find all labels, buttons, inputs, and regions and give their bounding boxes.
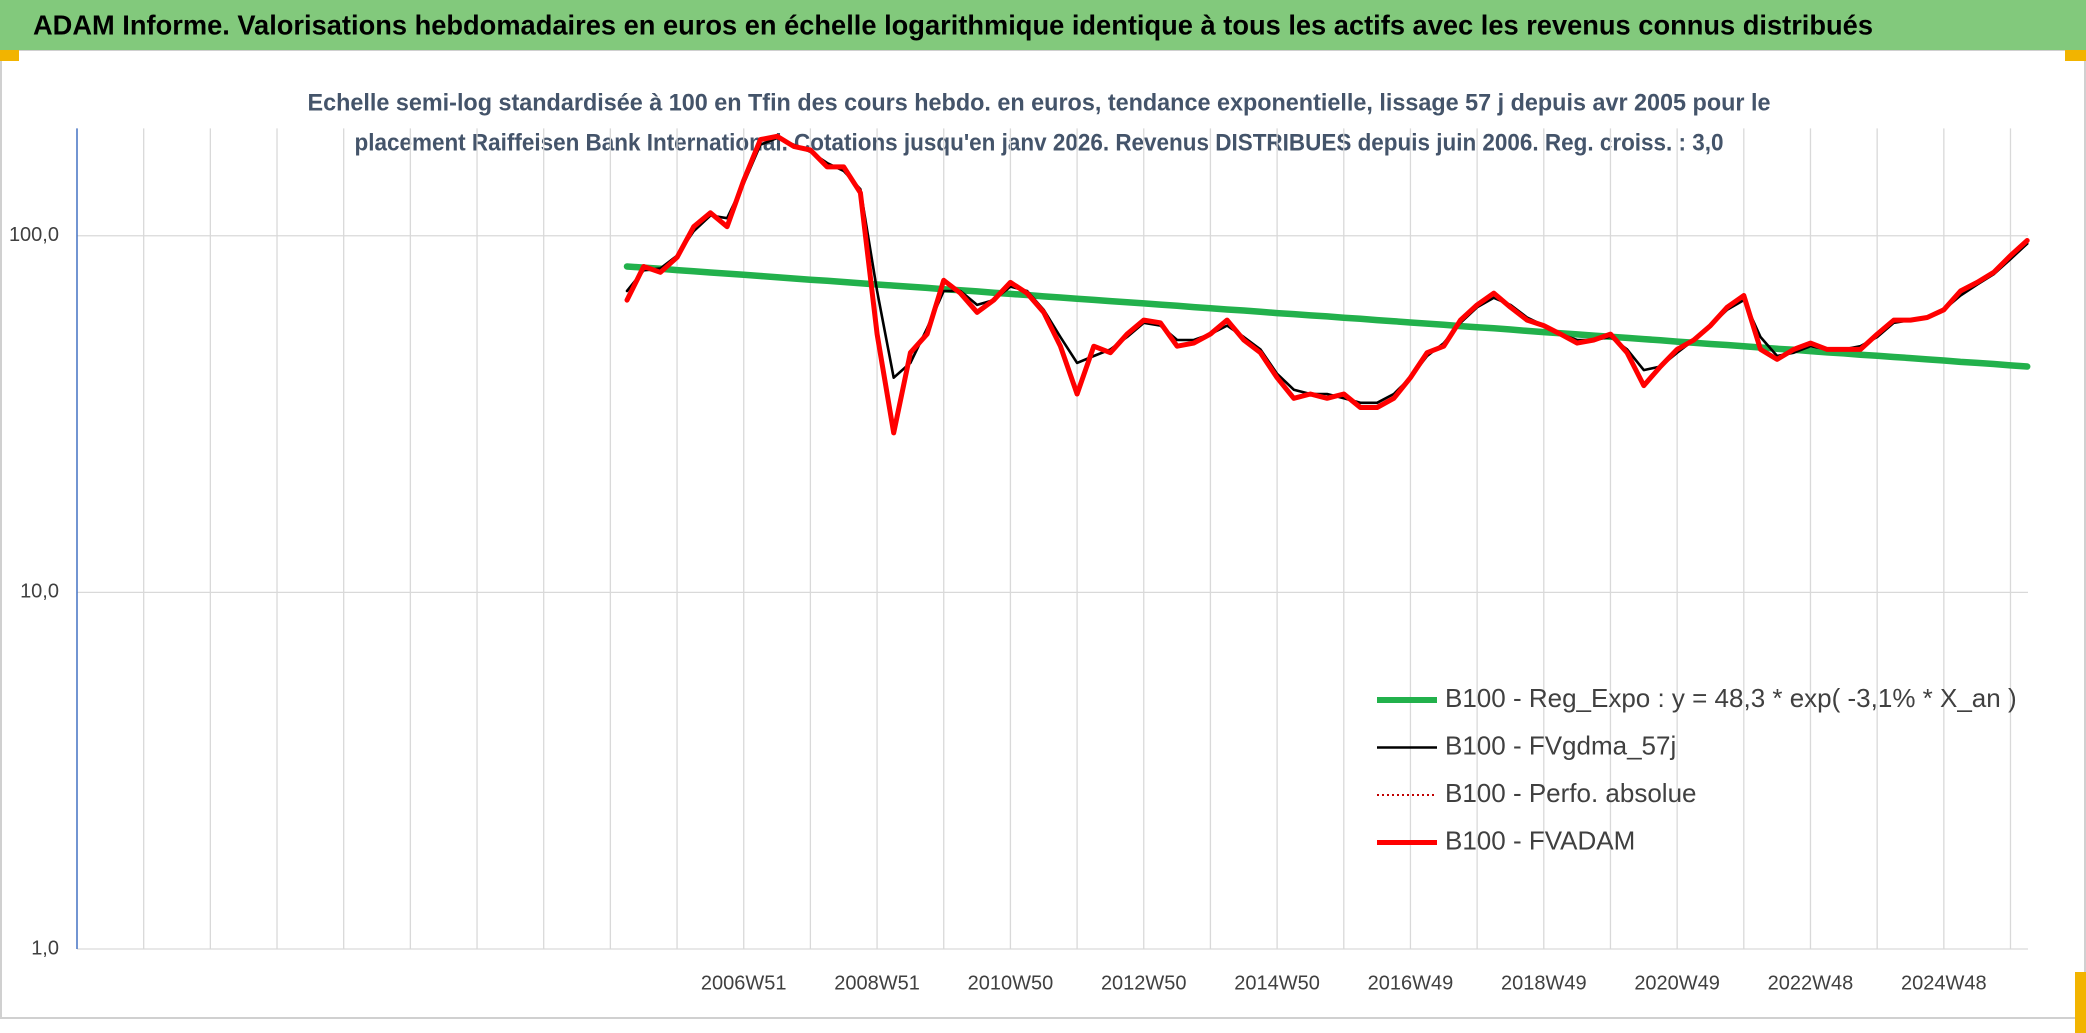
legend-label: B100 - FVADAM (1445, 825, 1635, 855)
y-tick-label: 10,0 (20, 581, 59, 603)
x-tick-label: 2024W48 (1901, 972, 1987, 994)
title-bar (0, 0, 2086, 50)
plot-area: 1,0 10,0 100,0 2006W51 2008W51 2010W50 2012W50… (9, 128, 2031, 994)
legend-label: B100 - FVgdma_57j (1445, 730, 1676, 760)
x-tick-label: 2014W50 (1234, 972, 1320, 994)
corner-marker (0, 50, 19, 61)
chart-title: ADAM Informe. Valorisations hebdomadaire… (33, 9, 1873, 40)
x-tick-label: 2008W51 (834, 972, 920, 994)
legend-label: B100 - Perfo. absolue (1445, 778, 1697, 808)
chart-subtitle: Echelle semi-log standardisée à 100 en T… (308, 89, 1771, 116)
x-tick-label: 2016W49 (1368, 972, 1454, 994)
x-tick-label: 2018W49 (1501, 972, 1587, 994)
y-tick-label: 1,0 (31, 937, 59, 959)
x-tick-label: 2006W51 (701, 972, 787, 994)
y-tick-label: 100,0 (9, 224, 59, 246)
x-tick-label: 2020W49 (1634, 972, 1720, 994)
legend-label: B100 - Reg_Expo : y = 48,3 * exp( -3,1% … (1445, 683, 2017, 713)
x-tick-label: 2012W50 (1101, 972, 1187, 994)
x-tick-label: 2010W50 (968, 972, 1054, 994)
corner-marker (2075, 972, 2086, 1033)
corner-marker (2065, 50, 2086, 61)
series-line (624, 133, 2030, 436)
x-tick-label: 2022W48 (1768, 972, 1854, 994)
chart-subtitle: placement Raiffeisen Bank International.… (355, 129, 1724, 156)
